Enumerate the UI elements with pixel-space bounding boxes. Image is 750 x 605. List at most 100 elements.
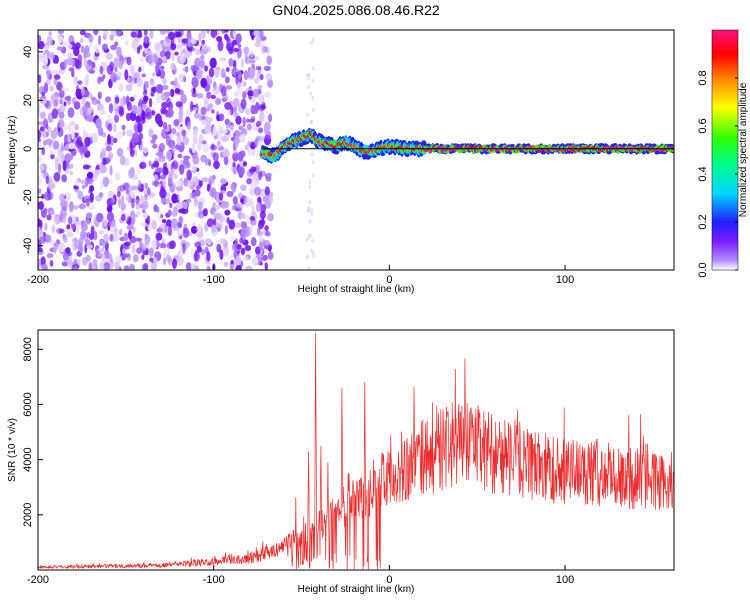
noise-blob [186, 162, 191, 169]
noise-blob [151, 110, 155, 116]
noise-blob [73, 101, 81, 110]
y-tick-label: 2000 [22, 503, 34, 527]
noise-blob [38, 201, 44, 210]
noise-blob [59, 93, 64, 99]
noise-blob [113, 76, 117, 83]
noise-blob [141, 254, 145, 260]
noise-blob [171, 143, 175, 154]
noise-blob [192, 78, 199, 89]
noise-blob [159, 30, 167, 35]
noise-blob [240, 133, 246, 143]
noise-blob [171, 160, 179, 170]
noise-blob [240, 221, 248, 229]
noise-blob [132, 132, 140, 144]
noise-blob [109, 165, 113, 176]
noise-blob [190, 247, 194, 257]
noise-blob [268, 113, 273, 123]
noise-blob [123, 232, 129, 241]
noise-blob [200, 30, 207, 40]
noise-blob [63, 101, 67, 107]
noise-blob [156, 206, 160, 213]
noise-blob [63, 58, 67, 70]
noise-blob [193, 196, 198, 203]
noise-blob [255, 202, 261, 213]
noise-blob [84, 79, 89, 87]
noise-blob [118, 82, 124, 92]
noise-blob [99, 165, 107, 174]
noise-blob [178, 73, 186, 83]
noise-blob [167, 225, 173, 237]
noise-blob [58, 111, 65, 119]
noise-blob [200, 106, 207, 116]
noise-blob [186, 180, 193, 189]
noise-blob [75, 223, 80, 235]
noise-blob [69, 120, 76, 126]
noise-blob [155, 242, 162, 247]
noise-blob [241, 227, 248, 238]
noise-blob [267, 193, 273, 205]
noise-blob [38, 74, 42, 84]
noise-blob [74, 123, 79, 131]
noise-blob [138, 132, 144, 140]
noise-blob [206, 91, 212, 100]
noise-blob [73, 46, 80, 57]
noise-blob [60, 142, 64, 154]
noise-blob [152, 143, 158, 149]
noise-blob [154, 174, 158, 180]
colorbar: 0.0 0.2 0.4 0.6 0.8 Normalized spectral ampl… [697, 29, 749, 278]
noise-blob [206, 30, 210, 34]
noise-blob [244, 144, 249, 151]
noise-blob [73, 75, 78, 85]
noise-blob [41, 130, 47, 139]
noise-blob [44, 222, 48, 231]
noise-blob [66, 224, 71, 230]
noise-blob [178, 108, 184, 120]
noise-blob [106, 204, 113, 213]
noise-blob [100, 247, 105, 253]
noise-blob [310, 207, 314, 212]
noise-blob [251, 63, 255, 69]
noise-blob [107, 123, 113, 132]
noise-blob [43, 45, 50, 51]
noise-blob [81, 85, 85, 97]
noise-blob [45, 175, 50, 185]
noise-blob [168, 170, 175, 176]
x-tick-label: 0 [386, 574, 392, 586]
noise-blob [163, 91, 171, 97]
noise-blob [130, 149, 135, 158]
noise-blob [109, 253, 113, 264]
noise-blob [130, 65, 135, 76]
noise-blob [309, 233, 312, 238]
noise-blob [192, 135, 198, 145]
noise-blob [66, 57, 74, 66]
noise-blob [153, 160, 160, 168]
x-tick-label: -100 [203, 574, 225, 586]
noise-blob [188, 148, 193, 153]
noise-blob [62, 214, 67, 224]
noise-blob [214, 204, 222, 210]
noise-blob [114, 41, 119, 47]
noise-blob [262, 196, 268, 203]
noise-blob [254, 186, 262, 196]
noise-blob [312, 160, 315, 165]
noise-blob [151, 219, 157, 230]
noise-blob [209, 145, 218, 151]
noise-blob [238, 192, 243, 199]
noise-blob [124, 253, 130, 258]
noise-blob [97, 76, 102, 85]
noise-blob [218, 192, 224, 201]
noise-blob [247, 141, 252, 146]
noise-blob [99, 262, 105, 270]
noise-blob [166, 191, 171, 201]
noise-blob [38, 53, 42, 58]
noise-blob [119, 106, 125, 116]
noise-blob [143, 262, 149, 270]
noise-blob [63, 122, 68, 132]
noise-blob [102, 240, 106, 248]
noise-blob [208, 102, 214, 110]
noise-blob [229, 124, 235, 133]
noise-blob [155, 48, 162, 58]
noise-blob [259, 73, 264, 81]
noise-blob [156, 84, 164, 94]
noise-blob [174, 88, 181, 94]
